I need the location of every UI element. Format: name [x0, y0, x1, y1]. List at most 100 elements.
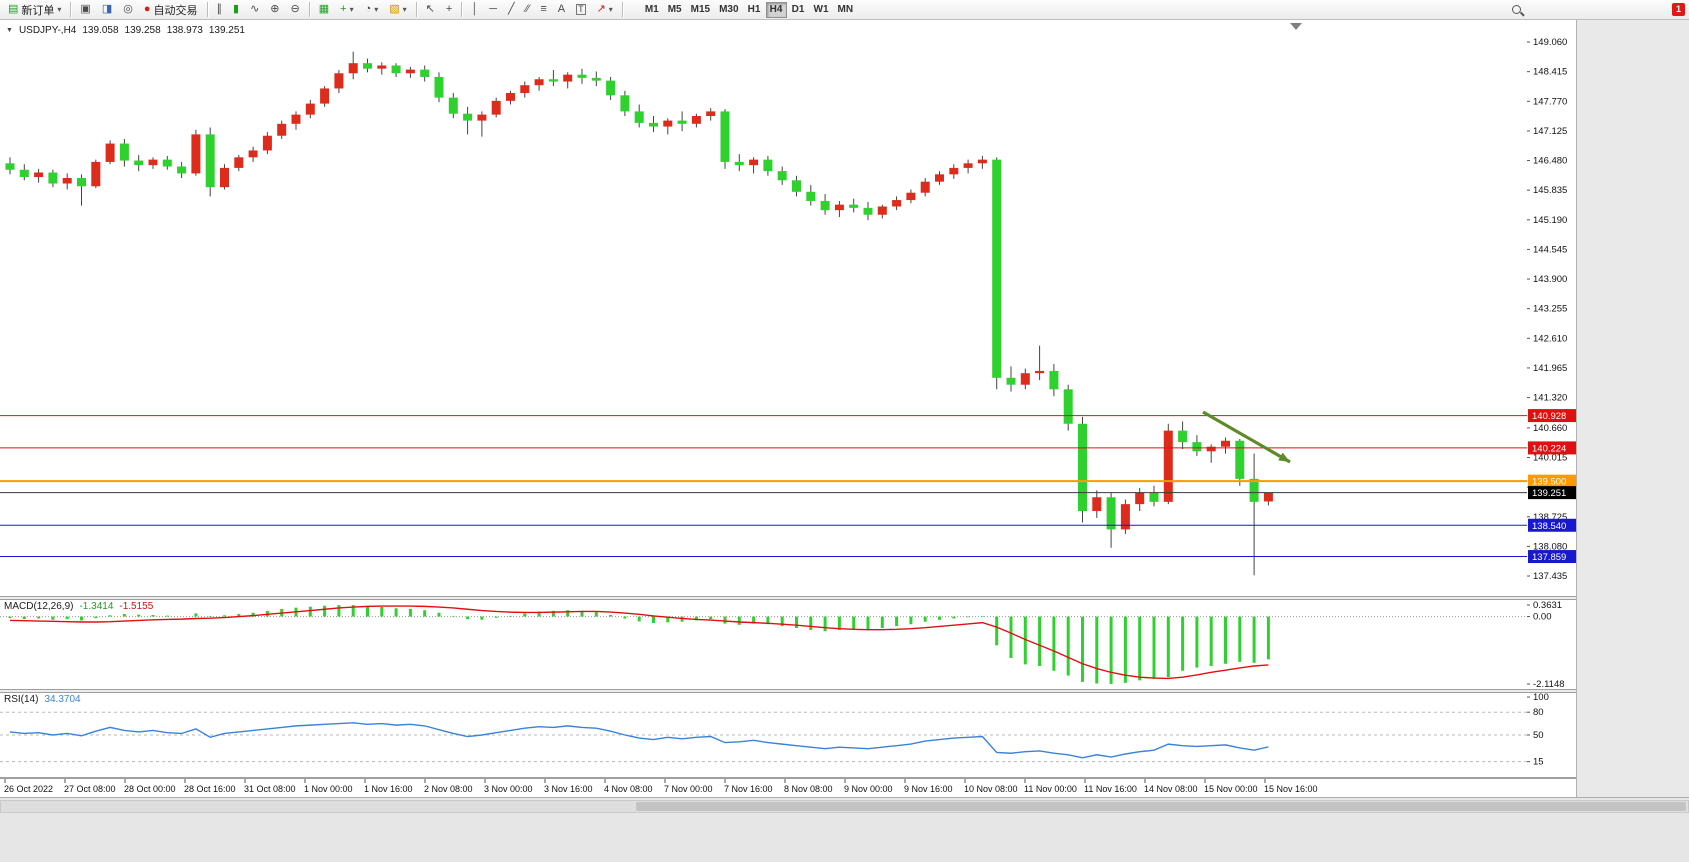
time-axis-label: 14 Nov 08:00 — [1144, 784, 1198, 794]
zoom-in-button[interactable]: ⊕ — [265, 1, 284, 19]
vertical-line-button[interactable]: │ — [466, 1, 483, 19]
timeframe-m30[interactable]: M30 — [719, 4, 739, 15]
symbol-collapse-icon[interactable]: ▼ — [6, 27, 13, 34]
horizontal-line-button[interactable]: ─ — [484, 1, 502, 19]
timeframe-m15[interactable]: M15 — [690, 4, 711, 15]
quote-low: 138.973 — [166, 25, 203, 36]
price-label-text: 139.500 — [1532, 477, 1566, 488]
channel-button[interactable]: ⁄⁄ — [521, 1, 535, 19]
crosshair-button[interactable]: + — [441, 1, 457, 19]
price-label-badge — [1528, 441, 1576, 455]
price-tick: 149.060 — [1533, 37, 1567, 48]
new-chart-button[interactable]: ▣ — [75, 1, 95, 19]
time-axis-label: 15 Nov 16:00 — [1264, 784, 1318, 794]
time-axis-label: 9 Nov 16:00 — [904, 784, 953, 794]
line-chart-button[interactable]: ∿ — [245, 1, 264, 19]
price-tick: 145.835 — [1533, 185, 1567, 196]
fibonacci-button[interactable]: ≡ — [535, 1, 551, 19]
price-tick: 138.080 — [1533, 541, 1567, 552]
price-tick: 147.770 — [1533, 96, 1567, 107]
rsi-name: RSI(14) — [4, 694, 39, 705]
timeframe-d1[interactable]: D1 — [791, 4, 805, 15]
timeframe-w1[interactable]: W1 — [813, 4, 829, 15]
zoom-out-button[interactable]: ⊖ — [286, 1, 305, 19]
chart-symbol-period: USDJPY-,H4 — [18, 25, 77, 36]
fibonacci-icon: ≡ — [540, 3, 547, 15]
trendline-button[interactable]: ╱ — [503, 1, 520, 19]
rsi-tick: 100 — [1533, 692, 1549, 703]
search-icon[interactable] — [1511, 4, 1524, 17]
templates-icon: ▧ — [389, 3, 400, 15]
rsi-indicator-label: RSI(14) 34.3704 — [4, 694, 81, 705]
price-chart-svg: 149.060 148.415 147.770 147.125 146.480 145.8… — [0, 20, 1689, 797]
chart-background — [0, 20, 1576, 797]
price-label-text: 140.224 — [1532, 443, 1566, 454]
time-axis-label: 27 Oct 08:00 — [64, 784, 116, 794]
market-watch-button[interactable]: ◎ — [118, 1, 138, 19]
indicators-button[interactable]: + ▾ — [335, 1, 358, 19]
timeframe-h4[interactable]: H4 — [765, 1, 787, 18]
price-tick: 140.015 — [1533, 453, 1567, 464]
arrows-button[interactable]: ↗ ▾ — [592, 1, 618, 19]
timeframe-m1[interactable]: M1 — [644, 4, 659, 15]
pane-separator[interactable] — [0, 689, 1576, 693]
chart-window-icon: ▣ — [80, 3, 91, 15]
toolbar-separator — [461, 2, 463, 17]
time-axis-label: 28 Oct 16:00 — [184, 784, 236, 794]
chart-shift-marker[interactable] — [1290, 23, 1302, 30]
tile-windows-icon: ▦ — [318, 3, 330, 15]
price-tick: 142.610 — [1533, 333, 1567, 344]
auto-trading-button[interactable]: ● 自动交易 — [139, 1, 203, 19]
time-axis-label: 4 Nov 08:00 — [604, 784, 653, 794]
text-button[interactable]: A — [553, 1, 570, 19]
candlestick-chart-button[interactable]: ▮ — [228, 1, 244, 19]
macd-tick: 0.3631 — [1533, 600, 1562, 611]
time-axis-label: 3 Nov 16:00 — [544, 784, 593, 794]
price-tick: 146.480 — [1533, 156, 1567, 167]
macd-indicator-label: MACD(12,26,9) -1.3414 -1.5155 — [4, 601, 153, 612]
time-axis-label: 2 Nov 08:00 — [424, 784, 473, 794]
cursor-button[interactable]: ↖ — [421, 1, 440, 19]
scrollbar-thumb[interactable] — [636, 802, 1686, 811]
time-axis-label: 9 Nov 00:00 — [844, 784, 893, 794]
toolbar-separator — [308, 2, 310, 17]
timeframe-mn[interactable]: MN — [837, 4, 854, 15]
macd-histogram — [8, 605, 1270, 684]
horizontal-scrollbar[interactable] — [0, 800, 1689, 813]
periods-icon: ◔ — [364, 3, 372, 15]
price-tick: 147.125 — [1533, 126, 1567, 137]
templates-button[interactable]: ▧ ▾ — [384, 1, 411, 19]
time-axis-label: 11 Nov 00:00 — [1024, 784, 1077, 794]
profiles-button[interactable]: ◨ — [97, 1, 117, 19]
price-tick: 148.415 — [1533, 67, 1567, 78]
text-icon: A — [557, 3, 566, 15]
price-label-text: 138.540 — [1532, 521, 1566, 532]
timeframe-m5[interactable]: M5 — [667, 4, 682, 15]
time-axis-label: 8 Nov 08:00 — [784, 784, 833, 794]
quote-open: 139.058 — [82, 25, 119, 36]
price-label-badge — [1528, 518, 1576, 532]
time-axis-label: 3 Nov 00:00 — [484, 784, 533, 794]
periods-button[interactable]: ◔ ▾ — [360, 1, 384, 19]
arrows-icon: ↗ — [596, 3, 606, 15]
toolbar-separator — [70, 2, 72, 17]
price-tick: 141.965 — [1533, 363, 1567, 374]
macd-name: MACD(12,26,9) — [4, 601, 74, 612]
new-order-button[interactable]: ▤ 新订单 ▾ — [3, 1, 66, 19]
price-label-badge — [1528, 409, 1576, 423]
notification-badge[interactable]: 1 — [1671, 3, 1685, 16]
toolbar-separator — [621, 2, 623, 17]
rsi-tick: 15 — [1533, 757, 1544, 768]
pane-separator[interactable] — [0, 596, 1576, 600]
indicators-icon: + — [340, 3, 347, 15]
price-tick: 143.900 — [1533, 274, 1567, 285]
price-label-badge — [1528, 486, 1576, 500]
bar-chart-button[interactable]: ∥ — [212, 1, 228, 19]
timeframe-h1[interactable]: H1 — [747, 4, 761, 15]
timeframe-toolbar: M1 M5 M15 M30 H1 H4 D1 W1 MN — [641, 1, 857, 18]
text-label-icon: T — [576, 4, 586, 15]
tile-windows-button[interactable]: ▦ — [314, 1, 334, 19]
text-label-button[interactable]: T — [571, 1, 591, 19]
macd-signal-line — [9, 605, 1269, 680]
trend-arrow[interactable] — [1202, 410, 1291, 464]
